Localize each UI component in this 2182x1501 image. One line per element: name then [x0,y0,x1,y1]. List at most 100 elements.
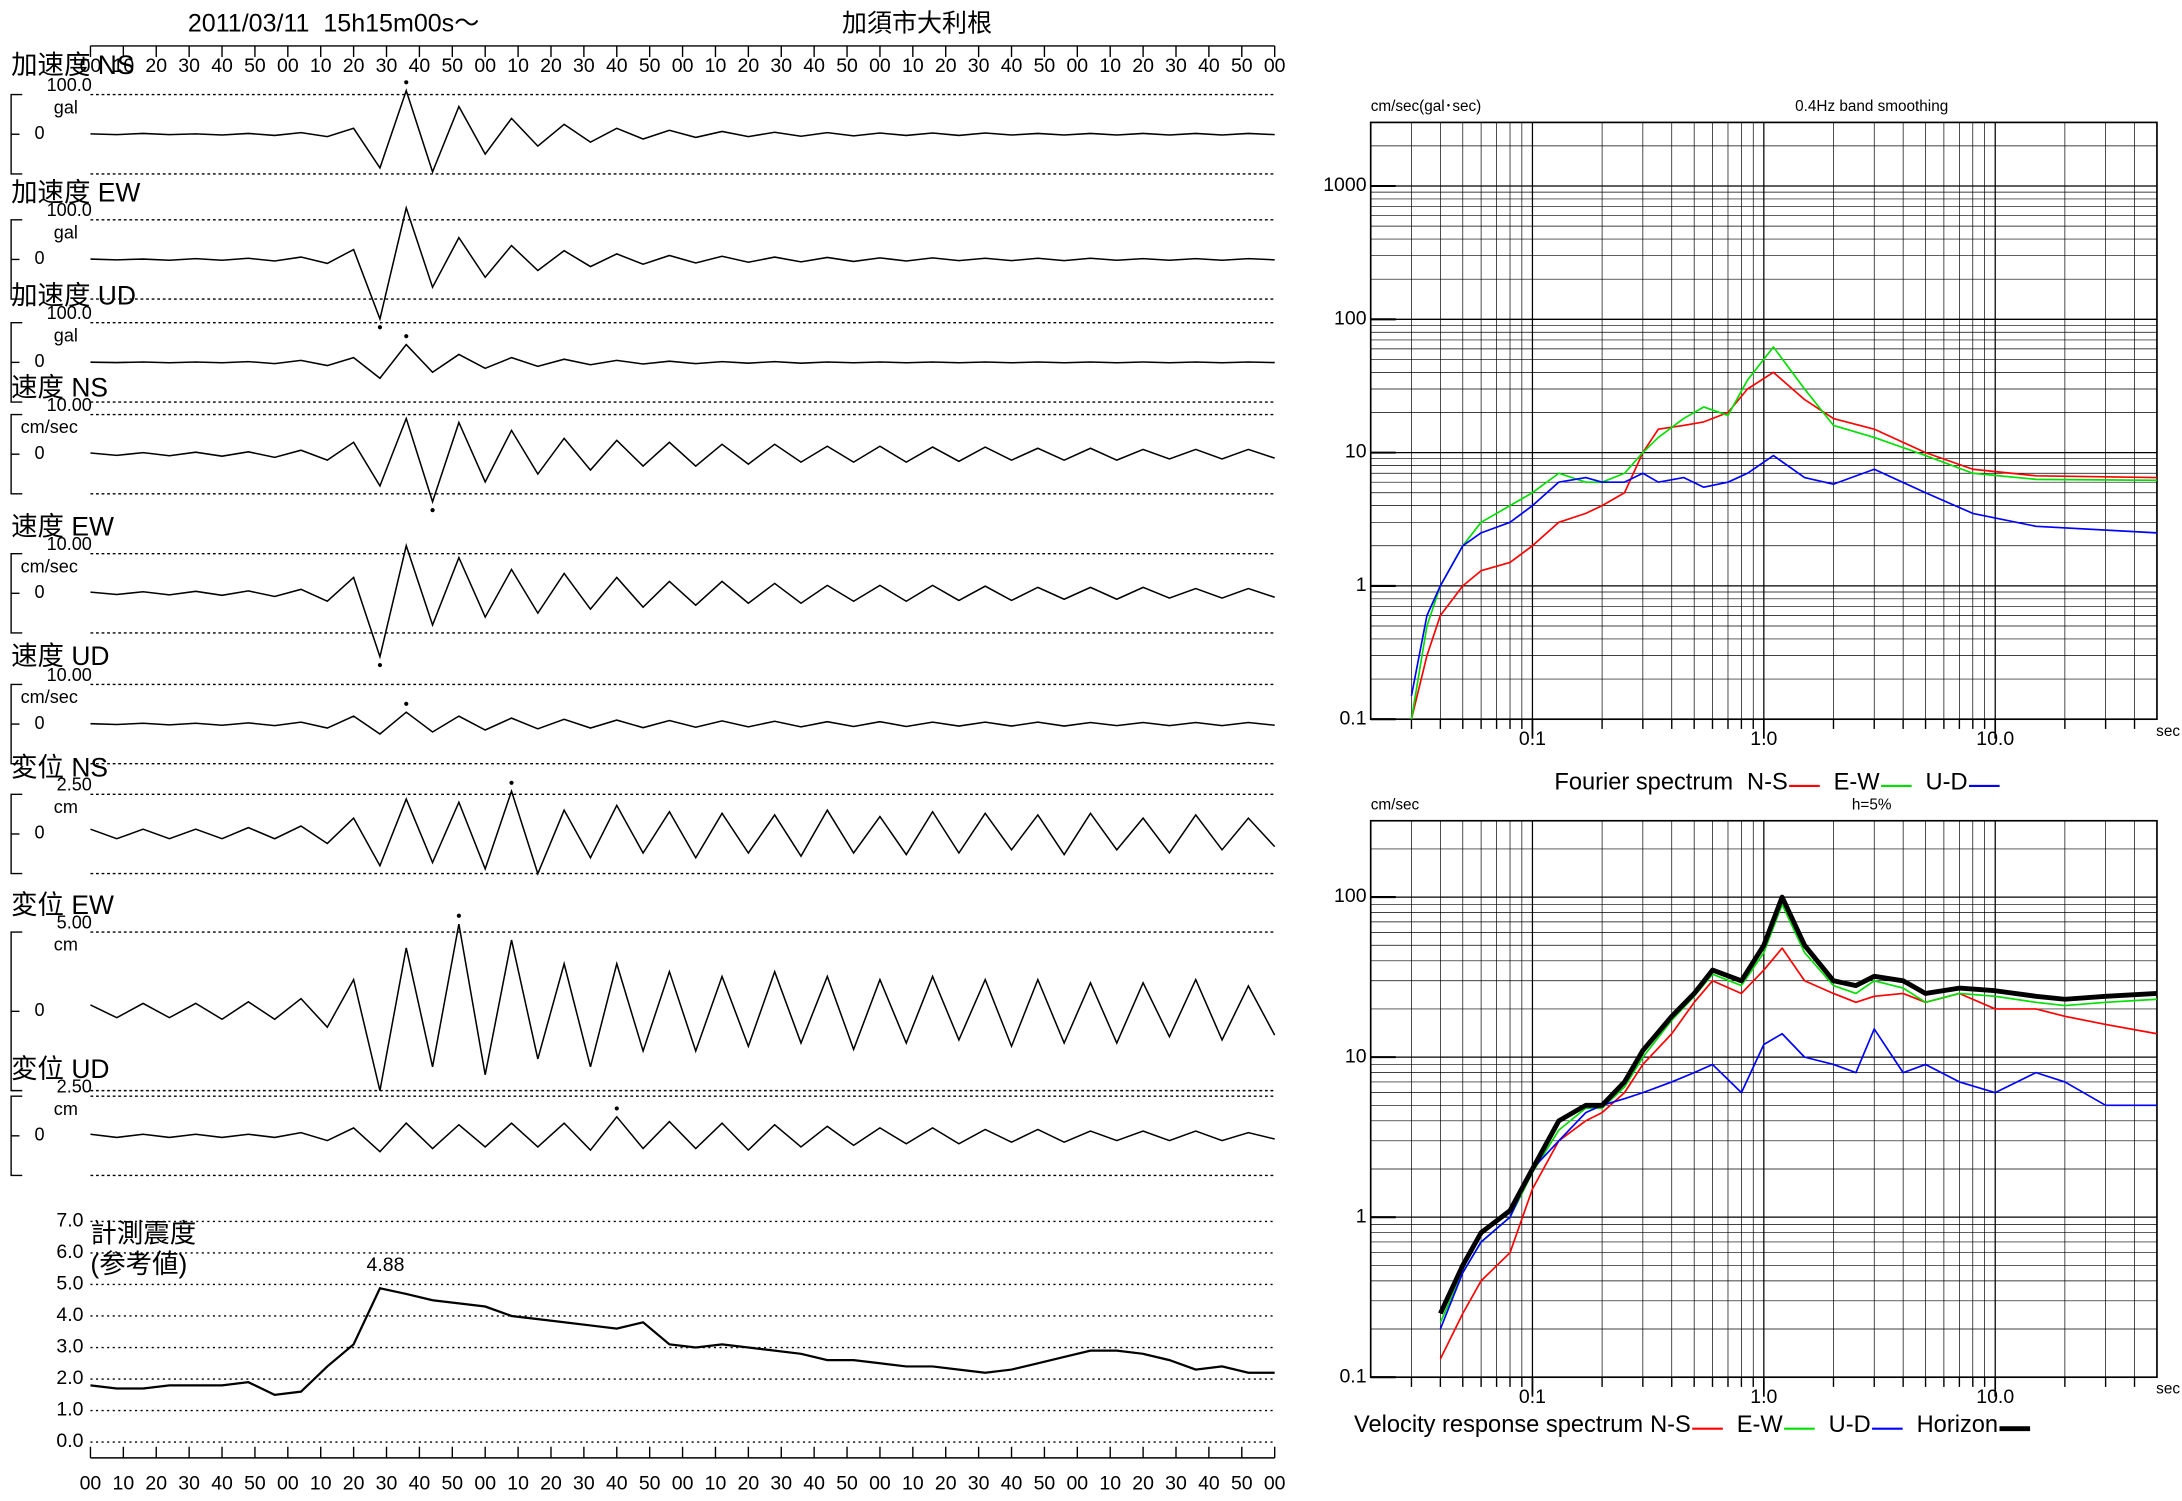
x-tick-label: 30 [1165,1472,1187,1494]
y-tick-label: 2.50 [57,775,92,795]
x-tick-label: 10 [902,1472,924,1494]
peak-dot [430,508,435,513]
annotation: 4.88 [367,1254,405,1276]
y-tick-label: 0 [34,123,44,143]
peak-dot [509,780,514,785]
spectrum-line [1439,947,2158,1360]
y-tick-label: 10.00 [47,395,92,415]
peak-dot [404,334,409,339]
x-tick-label: 40 [1198,55,1220,77]
x-tick-label: 10.0 [1976,728,2014,750]
y-axis-label: cm/sec(gal･sec) [1371,98,1482,115]
x-unit: sec [2156,1381,2180,1398]
waveform-trace [90,542,1275,660]
y-tick-label: 0.1 [1339,707,1366,729]
x-tick-label: 40 [803,1472,825,1494]
y-tick-label: 1 [1356,574,1367,596]
x-tick-label: 10 [705,1472,727,1494]
legend-label: N-S [1650,1412,1691,1438]
peak-dot [614,1106,619,1111]
y-tick-label: 100.0 [47,200,92,220]
x-tick-label: 00 [672,55,694,77]
y-tick-label: 0 [34,351,44,371]
waveform-trace [90,711,1275,735]
x-tick-label: 00 [672,1472,694,1494]
x-tick-label: 00 [1066,1472,1088,1494]
x-tick-label: 40 [409,55,431,77]
x-tick-label: 30 [770,55,792,77]
y-tick-label: 100.0 [47,303,92,323]
x-tick-label: 50 [639,55,661,77]
x-tick-label: 10 [507,1472,529,1494]
x-tick-label: 30 [178,1472,200,1494]
x-tick-label: 30 [968,55,990,77]
legend-label: E-W [1737,1412,1784,1438]
legend-label: Horizon [1917,1412,1998,1438]
x-tick-label: 00 [1066,55,1088,77]
panel-label: 変位 UD [11,1054,109,1084]
waveform-trace [90,343,1275,380]
unit-label: cm [54,1099,78,1119]
x-tick-label: 10 [902,55,924,77]
y-tick-label: 1 [1356,1205,1367,1227]
x-tick-label: 20 [935,1472,957,1494]
x-tick-label: 30 [376,55,398,77]
y-tick-label: 1000 [1323,174,1366,196]
y-tick-label: 100.0 [47,75,92,95]
x-tick-label: 30 [573,1472,595,1494]
x-tick-label: 00 [474,55,496,77]
waveform-trace [90,788,1276,876]
unit-label: gal [54,97,78,117]
y-tick-label: 0 [34,1125,44,1145]
x-tick-label: 50 [639,1472,661,1494]
unit-label: cm/sec [21,417,78,437]
panel-label: 加速度 EW [11,178,140,208]
peak-dot [404,80,409,85]
x-tick-label: 00 [80,55,102,77]
x-tick-label: 00 [1264,1472,1286,1494]
x-tick-label: 50 [244,55,266,77]
chart-title: 計測震度 [90,1218,196,1248]
peak-dot [404,701,409,706]
x-tick-label: 50 [1034,1472,1056,1494]
y-tick-label: 2.50 [57,1077,92,1097]
x-tick-label: 20 [738,55,760,77]
x-tick-label: 0.1 [1519,1386,1546,1408]
x-tick-label: 20 [1132,55,1154,77]
y-tick-label: 0 [34,823,44,843]
x-unit: sec [2156,723,2180,740]
x-tick-label: 10 [113,55,135,77]
y-tick-label: 10.00 [47,665,92,685]
x-tick-label: 10 [705,55,727,77]
x-tick-label: 40 [803,55,825,77]
x-tick-label: 0.1 [1519,728,1546,750]
panel-label: 速度 UD [11,641,109,671]
x-tick-label: 40 [211,1472,233,1494]
x-tick-label: 20 [935,55,957,77]
x-tick-label: 40 [606,1472,628,1494]
unit-label: cm [54,797,78,817]
x-tick-label: 1.0 [1750,1386,1777,1408]
x-tick-label: 20 [738,1472,760,1494]
y-tick-label: 0 [34,582,44,602]
x-tick-label: 20 [1132,1472,1154,1494]
x-tick-label: 20 [540,1472,562,1494]
y-tick-label: 10.00 [47,534,92,554]
x-tick-label: 50 [1231,1472,1253,1494]
x-tick-label: 00 [869,55,891,77]
panel-label: 変位 NS [11,752,108,782]
waveform-trace [90,923,1276,1091]
unit-label: cm/sec [21,556,78,576]
legend-label: N-S [1747,769,1788,795]
chart-title: 2011/03/11 15h15m00s～ [188,10,479,38]
waveform-trace [90,416,1275,505]
peak-dot [456,913,461,918]
legend-title: Velocity response spectrum [1354,1412,1643,1438]
x-tick-label: 00 [277,1472,299,1494]
chart-subtitle: h=5% [1852,796,1892,813]
y-tick-label: 1.0 [56,1399,83,1421]
x-tick-label: 20 [145,1472,167,1494]
x-tick-label: 10 [310,55,332,77]
